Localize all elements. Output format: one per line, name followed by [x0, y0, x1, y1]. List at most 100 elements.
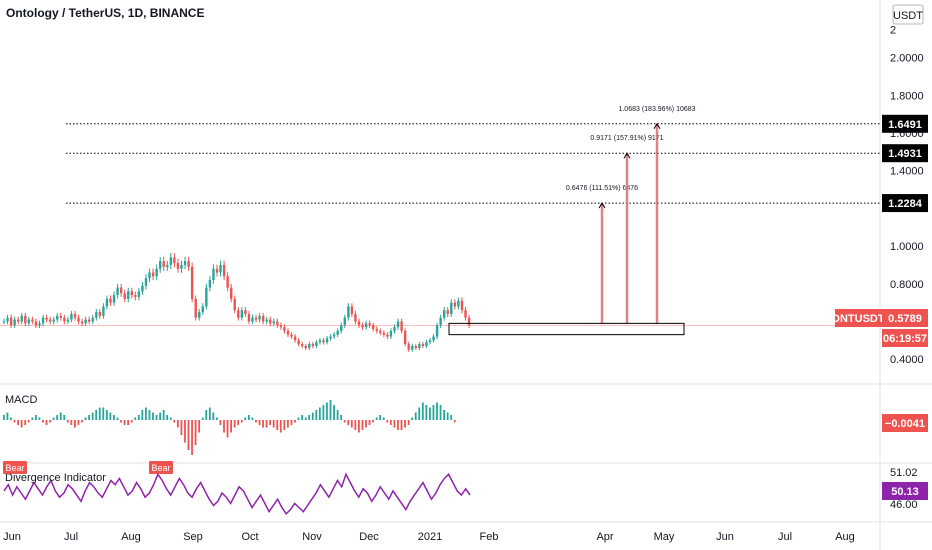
candle-body[interactable]: [304, 345, 307, 348]
candle-body[interactable]: [13, 319, 16, 326]
candle-body[interactable]: [148, 272, 151, 279]
candle-body[interactable]: [84, 319, 87, 324]
candle-body[interactable]: [166, 264, 169, 267]
candle-body[interactable]: [269, 319, 272, 324]
candle-body[interactable]: [27, 319, 31, 324]
candle-body[interactable]: [52, 319, 55, 322]
candle-body[interactable]: [272, 321, 275, 324]
candle-body[interactable]: [464, 310, 467, 318]
candle-body[interactable]: [414, 345, 417, 348]
candle-body[interactable]: [2, 321, 6, 323]
candle-body[interactable]: [336, 330, 339, 335]
candle-body[interactable]: [325, 338, 329, 343]
candle-body[interactable]: [230, 287, 233, 299]
candle-body[interactable]: [276, 321, 279, 326]
candle-body[interactable]: [428, 340, 432, 343]
candle-body[interactable]: [467, 317, 471, 326]
candle-body[interactable]: [130, 291, 133, 296]
candle-body[interactable]: [382, 332, 386, 335]
candle-body[interactable]: [357, 321, 361, 326]
candle-body[interactable]: [368, 323, 371, 326]
candle-body[interactable]: [41, 317, 45, 324]
candle-body[interactable]: [38, 323, 41, 326]
candle-body[interactable]: [453, 302, 457, 307]
candle-body[interactable]: [17, 319, 20, 322]
candle-body[interactable]: [301, 344, 304, 346]
candle-body[interactable]: [98, 312, 102, 316]
candle-body[interactable]: [20, 315, 23, 322]
candle-body[interactable]: [446, 310, 449, 314]
currency-box[interactable]: [892, 4, 924, 25]
candle-body[interactable]: [311, 344, 315, 346]
candle-body[interactable]: [439, 317, 442, 326]
candle-body[interactable]: [386, 334, 389, 337]
candle-body[interactable]: [450, 302, 453, 314]
candle-body[interactable]: [151, 272, 155, 277]
candle-body[interactable]: [205, 287, 208, 307]
candle-body[interactable]: [169, 257, 173, 265]
candle-body[interactable]: [418, 344, 421, 348]
candle-body[interactable]: [340, 325, 343, 331]
candle-body[interactable]: [315, 342, 318, 346]
candle-body[interactable]: [379, 330, 382, 333]
candle-body[interactable]: [443, 310, 446, 318]
candle-body[interactable]: [400, 321, 403, 331]
candle-body[interactable]: [372, 325, 375, 330]
candle-body[interactable]: [6, 317, 9, 322]
candle-body[interactable]: [457, 300, 460, 307]
candle-body[interactable]: [354, 313, 357, 322]
candle-body[interactable]: [70, 313, 73, 320]
candle-body[interactable]: [141, 285, 144, 292]
candle-body[interactable]: [116, 287, 119, 296]
candle-body[interactable]: [183, 261, 187, 265]
candle-body[interactable]: [343, 317, 346, 326]
candle-body[interactable]: [244, 310, 247, 314]
candle-body[interactable]: [112, 295, 116, 303]
candle-body[interactable]: [290, 334, 293, 337]
candle-body[interactable]: [102, 306, 105, 316]
candle-body[interactable]: [247, 313, 251, 322]
candle-body[interactable]: [109, 298, 112, 303]
candle-body[interactable]: [286, 330, 290, 335]
candle-body[interactable]: [59, 315, 62, 318]
candle-body[interactable]: [155, 268, 158, 277]
candle-body[interactable]: [162, 261, 165, 267]
candle-body[interactable]: [9, 317, 13, 326]
candle-body[interactable]: [194, 298, 197, 318]
candle-body[interactable]: [56, 315, 59, 320]
candle-body[interactable]: [432, 336, 435, 341]
candle-body[interactable]: [460, 300, 464, 311]
candle-body[interactable]: [95, 312, 98, 318]
candle-body[interactable]: [407, 344, 410, 350]
candle-body[interactable]: [24, 315, 27, 324]
candle-body[interactable]: [350, 306, 354, 314]
candle-body[interactable]: [396, 321, 400, 328]
candle-body[interactable]: [240, 310, 244, 318]
candle-body[interactable]: [425, 342, 428, 346]
candle-body[interactable]: [187, 261, 190, 267]
candle-body[interactable]: [34, 321, 38, 326]
candle-body[interactable]: [226, 276, 229, 288]
candle-body[interactable]: [88, 319, 91, 322]
candle-body[interactable]: [393, 327, 396, 331]
support-box[interactable]: [448, 322, 685, 336]
candle-body[interactable]: [208, 280, 212, 288]
candle-body[interactable]: [190, 266, 194, 299]
candle-body[interactable]: [66, 319, 70, 322]
candle-body[interactable]: [173, 257, 176, 264]
candle-body[interactable]: [80, 321, 84, 324]
candle-body[interactable]: [435, 325, 439, 337]
candle-body[interactable]: [201, 306, 204, 313]
candle-body[interactable]: [48, 319, 52, 322]
candle-body[interactable]: [198, 312, 201, 318]
candle-body[interactable]: [73, 313, 77, 318]
candle-body[interactable]: [258, 315, 261, 320]
candle-body[interactable]: [308, 344, 311, 348]
candle-body[interactable]: [403, 330, 407, 345]
candle-body[interactable]: [176, 263, 180, 269]
candle-body[interactable]: [212, 268, 215, 281]
candle-body[interactable]: [411, 345, 414, 350]
candle-body[interactable]: [251, 317, 254, 322]
candle-body[interactable]: [222, 264, 226, 277]
